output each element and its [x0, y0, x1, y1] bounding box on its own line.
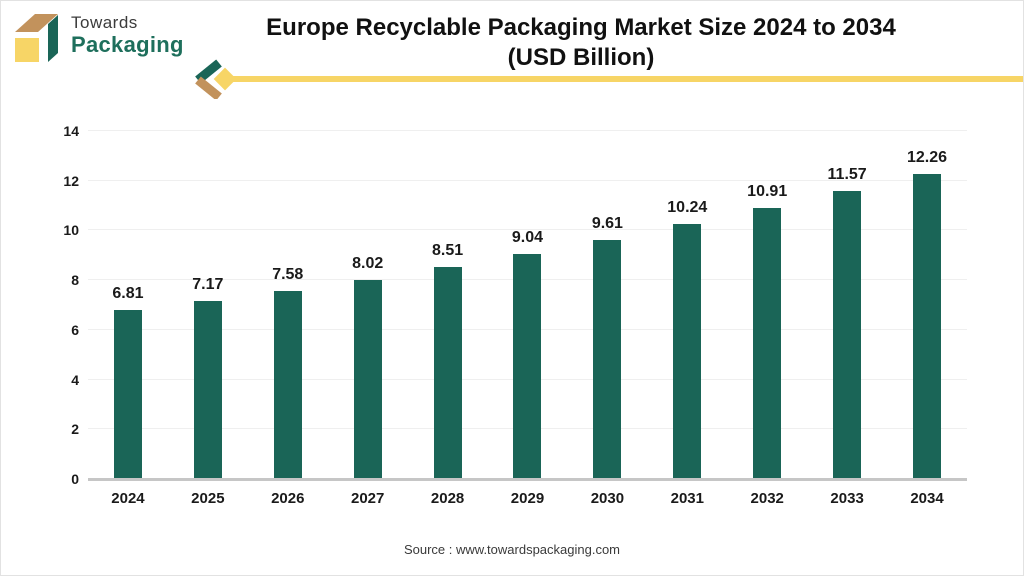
logo-cube-icon [15, 14, 58, 62]
bar-column: 12.26 [887, 131, 967, 479]
y-tick-label: 4 [71, 371, 79, 388]
gridline [88, 179, 967, 181]
bar-column: 8.02 [328, 131, 408, 479]
bar-value-label: 9.04 [511, 229, 544, 247]
y-tick-label: 2 [71, 421, 79, 438]
bar [673, 224, 702, 479]
bar [513, 254, 542, 479]
x-axis-line [88, 478, 967, 481]
plot-area: 6.81 7.17 7.58 8.02 8.51 9.04 9.61 10.24 10.91 11… [88, 130, 967, 481]
y-tick-label: 0 [71, 471, 79, 487]
x-tick-label: 2032 [750, 490, 784, 507]
bar [833, 191, 862, 479]
brand-logo: Towards Packaging [13, 11, 184, 65]
bar-column: 11.57 [807, 131, 887, 479]
x-tick-label: 2034 [910, 490, 944, 507]
title-underline-rule [233, 76, 1023, 82]
bar-column: 10.91 [727, 131, 807, 479]
brand-name-line1: Towards [71, 13, 138, 32]
bar-value-label: 10.24 [667, 199, 708, 217]
x-tick-label: 2025 [191, 490, 225, 507]
bar [433, 267, 462, 479]
x-tick-label: 2033 [830, 490, 864, 507]
bar [593, 240, 622, 479]
chart-title-line1: Europe Recyclable Packaging Market Size … [266, 14, 896, 41]
bar-column: 7.17 [168, 131, 248, 479]
bar [193, 300, 222, 479]
x-tick-label: 2031 [670, 490, 704, 507]
bar-value-label: 11.57 [827, 166, 867, 184]
y-tick-label: 10 [63, 222, 79, 239]
x-tick-label: 2024 [111, 490, 145, 507]
bar-column: 9.04 [488, 131, 568, 479]
bar [913, 174, 942, 479]
y-tick-label: 12 [63, 172, 79, 189]
brand-logo-text: Towards Packaging [71, 11, 184, 57]
y-tick-label: 6 [71, 321, 79, 338]
bar [113, 309, 142, 479]
bar [273, 290, 302, 479]
bar-column: 6.81 [88, 131, 168, 479]
y-tick-label: 8 [71, 272, 79, 289]
y-axis-labels: 0 2 4 6 8 10 12 14 [37, 123, 79, 487]
bars-row: 6.81 7.17 7.58 8.02 8.51 9.04 9.61 10.24 10.91 11… [88, 131, 967, 479]
x-tick-label: 2028 [430, 490, 465, 507]
x-tick-label: 2030 [590, 490, 625, 507]
source-caption: Source : www.towardspackaging.com [403, 542, 621, 557]
bar-value-label: 8.02 [352, 254, 384, 272]
bar-column: 9.61 [567, 131, 647, 479]
bar-value-label: 12.26 [906, 149, 948, 167]
bar-value-label: 10.91 [747, 182, 788, 200]
chart-title: Europe Recyclable Packaging Market Size … [151, 13, 1011, 73]
gridline [88, 130, 967, 131]
bar-value-label: 7.58 [272, 265, 304, 283]
bar-value-label: 9.61 [591, 215, 623, 233]
x-tick-label: 2029 [510, 490, 545, 507]
bar-value-label: 6.81 [112, 284, 144, 302]
x-axis-labels: 2024 2025 2026 2027 2028 2029 2030 2031 2032 2033… [88, 490, 967, 507]
x-tick-label: 2026 [271, 490, 305, 507]
arrow-accent-icon [195, 59, 237, 99]
bar-column: 8.51 [408, 131, 488, 479]
bar-column: 7.58 [248, 131, 328, 479]
x-tick-label: 2027 [350, 490, 385, 507]
bar-value-label: 7.17 [192, 275, 224, 293]
gridline [88, 229, 967, 231]
y-tick-label: 14 [63, 123, 79, 139]
bar-column: 10.24 [647, 131, 727, 479]
bar-value-label: 8.51 [432, 242, 464, 260]
bar [353, 279, 382, 479]
chart-title-line2: (USD Billion) [507, 44, 655, 71]
bar [753, 207, 782, 479]
brand-name-line2: Packaging [71, 31, 184, 57]
